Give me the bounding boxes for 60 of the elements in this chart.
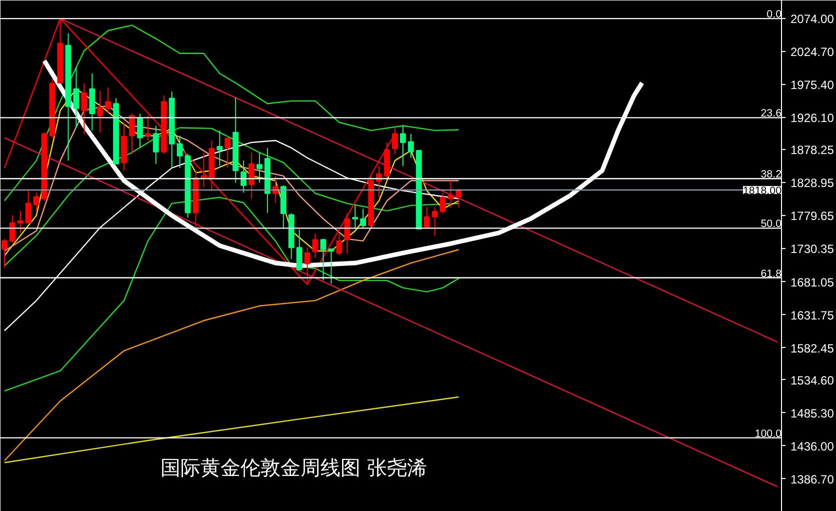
line-series [4,24,460,202]
candlestick [424,206,430,228]
annotation: 38.2 [760,168,782,181]
candlestick [176,135,183,168]
y-tick-label: 1926.10 [790,111,834,126]
candlestick [440,192,446,214]
annotation: 61.8 [760,268,782,280]
candlestick [400,125,406,166]
candlestick [328,248,334,284]
candlestick [376,165,382,198]
candlestick [432,206,438,236]
y-tick-label: 1534.60 [790,373,834,388]
candlestick [216,130,223,166]
y-tick-label: 2074.00 [790,12,834,26]
y-tick-label: 1631.75 [790,308,834,322]
annotation: 0.0 [766,8,782,21]
y-tick-label: 1386.70 [790,472,834,486]
candlestick [129,113,135,154]
candlestick [336,233,342,256]
y-tick-label: 2024.70 [790,45,834,60]
y-tick-label: 1878.25 [790,143,834,158]
candlestick [2,238,8,268]
candlestick [152,125,159,164]
candlestick [256,152,262,184]
candlestick [144,115,151,141]
ref-line-label: 1818.00 [742,185,782,198]
candlestick [224,135,231,168]
candlestick [296,229,302,271]
y-tick-label: 1730.35 [790,242,834,256]
candlestick [73,66,80,128]
candlestick [33,192,40,212]
annotation: 23.6 [760,108,782,120]
candlestick [352,204,358,230]
candlestick [136,113,143,148]
annotation: 100.0 [754,428,782,440]
y-tick-label: 1779.65 [790,209,834,224]
candlestick [312,233,318,258]
y-tick-label: 1828.95 [790,176,834,190]
candlestick [248,152,255,200]
candlestick [360,208,366,230]
annotation: 50.0 [760,218,782,230]
candlestick [97,90,104,133]
candlestick [320,238,326,281]
text: 国际黄金伦敦金周线图 张尧浠 [160,456,427,480]
candlestick [240,160,247,194]
y-tick-label: 1436.00 [790,439,834,454]
candlestick [25,190,32,224]
candlestick [17,210,24,234]
candlestick [81,83,88,134]
candlestick [105,87,112,114]
candlestick [9,214,16,244]
candlestick [272,175,278,204]
candlestick [408,133,414,158]
y-tick-label: 1975.40 [790,78,834,92]
y-tick-label: 1681.05 [790,275,834,290]
candlestick [344,212,350,254]
line-series [4,196,460,392]
y-tick-label: 1485.30 [790,406,834,420]
y-tick-label: 1582.45 [790,341,834,356]
line-series [4,127,460,266]
